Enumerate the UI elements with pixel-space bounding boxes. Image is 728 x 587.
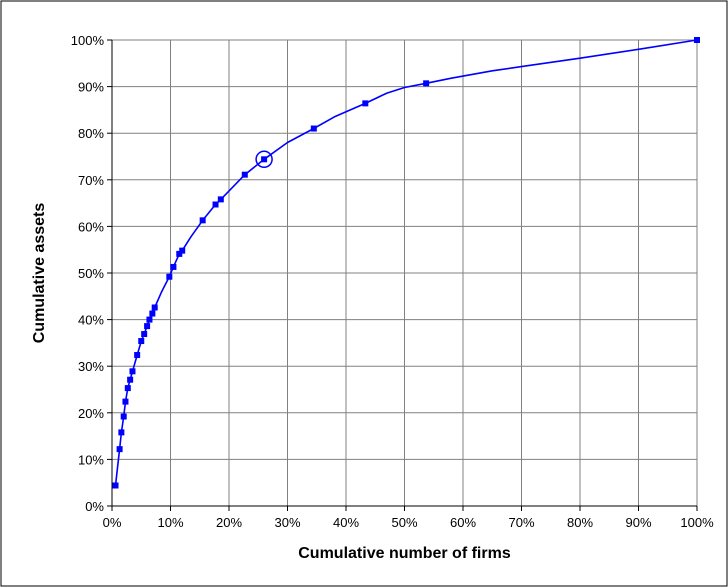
y-axis-title: Cumulative assets — [31, 203, 48, 344]
y-tick-label: 20% — [78, 406, 104, 421]
x-tick-label: 40% — [333, 515, 359, 530]
y-tick-label: 0% — [85, 499, 104, 514]
annotations — [255, 150, 273, 169]
y-tick-label: 40% — [78, 313, 104, 328]
y-tick-label: 60% — [78, 219, 104, 234]
data-point-marker — [129, 368, 136, 375]
data-point-marker — [124, 385, 131, 392]
data-point-marker — [241, 171, 248, 178]
data-point-marker — [116, 446, 123, 453]
x-tick-label: 90% — [625, 515, 651, 530]
data-point-marker — [176, 250, 183, 257]
x-tick-label: 10% — [157, 515, 183, 530]
x-tick-label: 0% — [103, 515, 122, 530]
data-point-marker — [151, 304, 158, 311]
tick-labels: 0% 10% 20% 30% 40% 50% 60% 70% 80% 90% 100% 0% 10% 20… — [71, 33, 714, 530]
data-point-marker — [122, 398, 129, 405]
data-point-marker — [138, 338, 145, 345]
gridlines — [112, 40, 697, 506]
x-tick-label: 30% — [274, 515, 300, 530]
series — [112, 37, 700, 489]
x-axis-title: Cumulative number of firms — [298, 545, 511, 562]
y-tick-label: 80% — [78, 126, 104, 141]
data-point-marker — [170, 263, 177, 270]
data-point-marker — [120, 413, 127, 420]
y-tick-label: 30% — [78, 359, 104, 374]
x-tick-label: 70% — [508, 515, 534, 530]
y-tick-label: 90% — [78, 80, 104, 95]
data-point-marker — [144, 323, 151, 330]
data-point-marker — [212, 201, 219, 208]
data-point-marker — [166, 273, 173, 280]
y-tick-label: 100% — [71, 33, 105, 48]
data-point-marker — [179, 247, 186, 254]
y-tick-label: 50% — [78, 266, 104, 281]
highlight-circle — [255, 150, 273, 169]
data-point-marker — [423, 80, 430, 87]
axes — [107, 39, 698, 511]
data-point-marker — [112, 482, 119, 489]
data-point-marker — [141, 331, 148, 338]
data-point-marker — [118, 429, 125, 436]
data-point-marker — [134, 352, 141, 359]
y-tick-label: 70% — [78, 173, 104, 188]
x-tick-label: 60% — [450, 515, 476, 530]
data-point-marker — [362, 100, 369, 107]
data-point-marker — [694, 37, 700, 43]
data-point-marker — [127, 376, 134, 383]
data-point-marker — [149, 310, 156, 317]
data-point-marker — [217, 196, 224, 203]
data-point-marker — [261, 156, 268, 163]
x-tick-label: 80% — [567, 515, 593, 530]
x-tick-label: 100% — [680, 515, 714, 530]
data-point-marker — [310, 125, 317, 132]
x-tick-label: 20% — [216, 515, 242, 530]
data-point-marker — [146, 316, 153, 323]
x-tick-label: 50% — [391, 515, 417, 530]
data-point-marker — [199, 217, 206, 224]
y-tick-label: 10% — [78, 452, 104, 467]
